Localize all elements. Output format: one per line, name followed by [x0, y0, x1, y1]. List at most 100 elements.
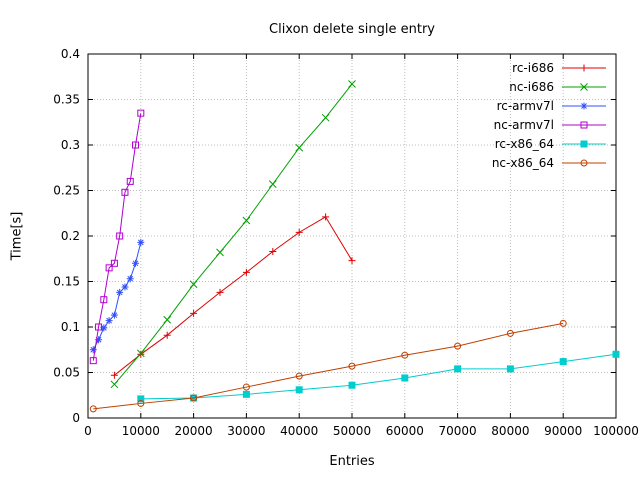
- marker-plus: [163, 331, 171, 339]
- marker-circle-open: [190, 394, 198, 402]
- marker-square-filled: [137, 395, 145, 403]
- marker-square-open: [95, 323, 103, 331]
- series-rc-armv7l: [89, 238, 145, 354]
- y-tick-label: 0.05: [53, 366, 80, 380]
- marker-plus: [348, 257, 356, 265]
- marker-circle-open: [242, 383, 250, 391]
- x-tick-label: 50000: [333, 424, 371, 438]
- series-line: [92, 113, 142, 361]
- series-nc-x86_64: [89, 319, 567, 413]
- axis-ticks: [87, 53, 617, 419]
- marker-square-filled: [242, 390, 250, 398]
- marker-cross: [268, 180, 277, 188]
- marker-plus: [322, 213, 330, 221]
- legend-item-nc-i686: nc-i686: [509, 80, 606, 94]
- marker-circle-open: [137, 399, 145, 407]
- y-tick-label: 0.2: [61, 229, 80, 243]
- x-tick-label: 80000: [491, 424, 529, 438]
- x-axis-label: Entries: [329, 454, 375, 469]
- marker-square-filled: [506, 365, 514, 373]
- marker-square-open: [110, 259, 118, 267]
- series-line: [114, 83, 353, 385]
- marker-circle-open: [506, 329, 514, 337]
- y-tick-label: 0.1: [61, 320, 80, 334]
- x-tick-label: 10000: [122, 424, 160, 438]
- series-rc-x86_64: [137, 350, 620, 403]
- legend-item-rc-armv7l: rc-armv7l: [497, 99, 606, 113]
- marker-circle-open: [401, 351, 409, 359]
- marker-asterisk: [100, 324, 108, 332]
- marker-plus: [580, 64, 588, 72]
- legend-label: nc-i686: [509, 80, 554, 94]
- marker-circle-open: [348, 362, 356, 370]
- marker-cross: [242, 216, 251, 225]
- marker-asterisk: [89, 346, 97, 354]
- marker-square-filled: [295, 386, 303, 394]
- marker-asterisk: [121, 283, 129, 291]
- marker-asterisk: [110, 311, 118, 319]
- x-tick-label: 100000: [593, 424, 639, 438]
- marker-plus: [190, 309, 198, 317]
- series-rc-i686: [110, 213, 356, 379]
- marker-square-open: [580, 121, 588, 129]
- marker-cross: [580, 83, 588, 91]
- marker-square-open: [105, 264, 113, 272]
- marker-plus: [137, 350, 145, 358]
- marker-square-filled: [580, 140, 588, 148]
- marker-square-filled: [401, 374, 409, 382]
- x-tick-label: 70000: [439, 424, 477, 438]
- y-tick-label: 0.35: [53, 93, 80, 107]
- x-tick-label: 90000: [544, 424, 582, 438]
- marker-square-open: [116, 232, 124, 240]
- marker-asterisk: [105, 317, 113, 325]
- series-nc-i686: [110, 80, 356, 389]
- marker-cross: [189, 280, 198, 289]
- x-tick-label: 60000: [386, 424, 424, 438]
- marker-asterisk: [137, 238, 145, 246]
- marker-square-open: [132, 141, 140, 149]
- legend-label: rc-i686: [512, 61, 554, 75]
- legend-label: rc-x86_64: [495, 137, 554, 151]
- marker-plus: [295, 228, 303, 236]
- y-axis-label: Time[s]: [9, 211, 25, 261]
- x-tick-label: 0: [84, 424, 92, 438]
- marker-cross: [110, 380, 119, 389]
- legend-label: nc-armv7l: [494, 118, 554, 132]
- legend-item-rc-i686: rc-i686: [512, 61, 606, 75]
- marker-square-filled: [559, 358, 567, 366]
- marker-asterisk: [95, 336, 103, 344]
- series-nc-armv7l: [89, 109, 145, 365]
- marker-plus: [216, 288, 224, 296]
- tick-labels: 0 10000 20000 30000 40000 50000 60000 70000 8000…: [53, 47, 639, 438]
- marker-cross: [321, 113, 330, 122]
- marker-cross: [163, 315, 172, 324]
- marker-square-open: [137, 109, 145, 117]
- legend-label: nc-x86_64: [492, 156, 554, 170]
- series-line: [140, 353, 617, 400]
- marker-plus: [110, 371, 118, 379]
- marker-plus: [269, 247, 277, 255]
- y-tick-label: 0.15: [53, 275, 80, 289]
- marker-circle-open: [454, 342, 462, 350]
- marker-square-filled: [348, 381, 356, 389]
- marker-asterisk: [132, 259, 140, 267]
- marker-square-open: [121, 188, 129, 196]
- x-tick-label: 30000: [227, 424, 265, 438]
- legend-item-nc-x86_64: nc-x86_64: [492, 156, 606, 170]
- legend: rc-i686 nc-i686 rc-armv7l nc-armv7l rc-x86_6…: [492, 61, 606, 170]
- marker-circle-open: [580, 159, 588, 167]
- marker-circle-open: [295, 372, 303, 380]
- marker-asterisk: [580, 102, 588, 110]
- y-tick-label: 0: [72, 411, 80, 425]
- x-tick-label: 40000: [280, 424, 318, 438]
- marker-cross: [348, 80, 356, 88]
- marker-square-filled: [612, 350, 620, 358]
- y-tick-label: 0.3: [61, 138, 80, 152]
- marker-circle-open: [89, 405, 97, 413]
- y-tick-label: 0.25: [53, 184, 80, 198]
- marker-asterisk: [116, 288, 124, 296]
- marker-circle-open: [559, 319, 567, 327]
- marker-square-open: [100, 296, 108, 304]
- y-tick-label: 0.4: [61, 47, 80, 61]
